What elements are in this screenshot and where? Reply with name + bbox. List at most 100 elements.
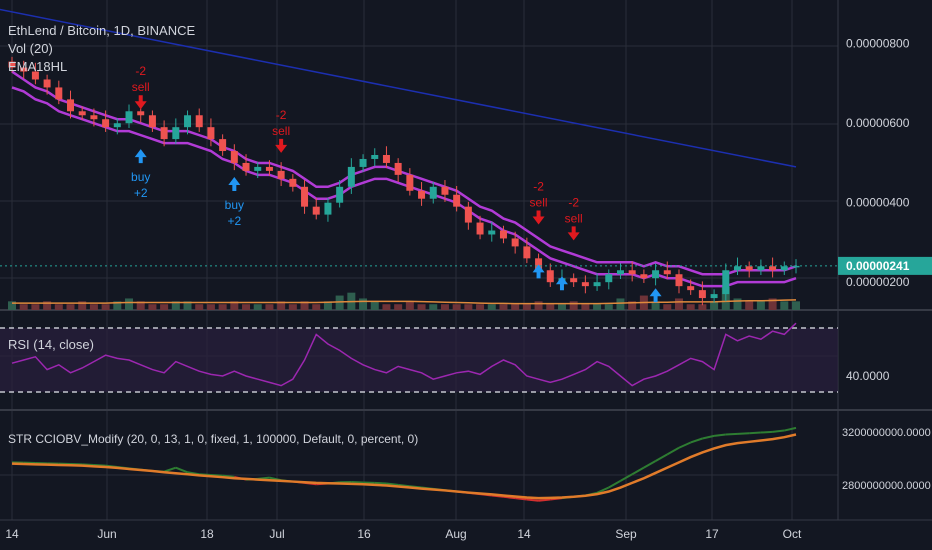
volume-bar (218, 304, 227, 310)
candle-body (394, 162, 402, 175)
obv-main-segment (666, 446, 680, 456)
volume-bar (253, 304, 262, 310)
candle-body (593, 282, 601, 287)
volume-bar (195, 304, 204, 310)
volume-bar (148, 304, 157, 310)
volume-bar (31, 304, 40, 310)
obv-main-segment (608, 480, 621, 489)
obv-tick-label: 2800000000.0000 (842, 480, 931, 492)
candle-body (605, 274, 613, 283)
buy-arrow-icon (134, 149, 147, 164)
trendline (0, 8, 797, 168)
candle-body (464, 206, 472, 223)
volume-bar (89, 304, 98, 310)
candle-body (780, 266, 788, 271)
candle-body (184, 115, 192, 128)
candle-body (148, 115, 156, 128)
obv-main-segment (351, 480, 364, 484)
volume-bar (534, 301, 543, 310)
volume-bar (382, 304, 391, 310)
ema-lower-line (11, 86, 797, 288)
rsi-tick-label: 40.0000 (846, 369, 890, 383)
candle-body (687, 286, 695, 291)
time-tick-label: Jun (97, 527, 116, 541)
obv-main-segment (713, 433, 726, 437)
candle-body (78, 111, 86, 116)
volume-bar (183, 301, 192, 310)
volume-bar (768, 298, 777, 310)
candle-body (207, 127, 215, 140)
volume-bar (288, 304, 297, 310)
candle-body (301, 186, 309, 207)
candle-body (581, 282, 589, 287)
candle-body (511, 238, 519, 247)
obv-signal-line (11, 433, 797, 500)
candle-body (312, 206, 320, 215)
volume-bar (206, 304, 215, 310)
volume-indicator-label[interactable]: Vol (20) (8, 41, 53, 56)
volume-bar (756, 301, 765, 310)
rsi-legend[interactable]: RSI (14, close) (8, 337, 94, 352)
candle-body (429, 186, 437, 199)
candle-body (628, 270, 636, 275)
obv-main-segment (222, 474, 235, 478)
candle-body (382, 155, 390, 163)
candle-body (8, 61, 16, 68)
buy-signal-label: buy (131, 170, 150, 184)
obv-tick-label: 3200000000.0000 (842, 427, 931, 439)
volume-bar (733, 298, 742, 310)
candle-body (113, 123, 121, 128)
candle-body (219, 139, 227, 152)
volume-bar (581, 304, 590, 310)
price-tick-label: 0.00000600 (846, 116, 910, 130)
time-tick-label: Jul (269, 527, 284, 541)
candle-body (277, 170, 285, 179)
ema-upper-line (11, 70, 797, 276)
obv-main-segment (163, 466, 177, 473)
obv-legend[interactable]: STR CCIOBV_Modify (20, 0, 13, 1, 0, fixe… (8, 432, 419, 446)
candle-body (254, 166, 262, 171)
price-tick-label: 0.00000800 (846, 37, 910, 51)
current-price-label: 0.00000241 (846, 259, 910, 273)
main-legend: EthLend / Bitcoin, 1D, BINANCE Vol (20) … (8, 22, 195, 76)
candle-body (55, 87, 63, 100)
price-tick-label: 0.00000200 (846, 275, 910, 289)
volume-bar (160, 304, 169, 310)
obv-main-segment (655, 453, 668, 462)
obv-pane (11, 426, 797, 502)
volume-bar (569, 301, 578, 310)
candle-body (488, 230, 496, 235)
volume-bars (8, 286, 800, 310)
rsi-line (11, 322, 797, 387)
volume-bar (686, 304, 695, 310)
volume-bar (616, 298, 625, 310)
time-tick-label: Oct (783, 527, 802, 541)
volume-bar (359, 298, 368, 310)
volume-bar (593, 304, 602, 310)
candle-body (499, 230, 507, 239)
candle-body (137, 111, 145, 116)
volume-bar (43, 301, 52, 310)
candle-body (20, 67, 28, 72)
symbol-title[interactable]: EthLend / Bitcoin, 1D, BINANCE (8, 23, 196, 38)
volume-bar (674, 298, 683, 310)
obv-main-segment (526, 498, 539, 502)
ema-indicator-label[interactable]: EMA18HL (8, 59, 68, 74)
volume-bar (487, 304, 496, 310)
volume-bar (335, 295, 344, 310)
candle-body (160, 127, 168, 140)
volume-bar (628, 301, 637, 310)
volume-bar (101, 304, 110, 310)
volume-bar (8, 301, 16, 310)
buy-signal-label: +2 (134, 186, 148, 200)
price-axis[interactable]: 0.00000800 0.00000600 0.00000400 0.00000200… (0, 37, 932, 541)
candle-body (406, 174, 414, 191)
sell-signal-label: sell (530, 195, 548, 209)
candle-body (535, 258, 543, 271)
candle-body (792, 265, 800, 268)
candle-body (616, 270, 624, 275)
buy-arrow-icon (228, 176, 241, 191)
candle-body (242, 162, 250, 171)
candle-body (336, 186, 344, 203)
